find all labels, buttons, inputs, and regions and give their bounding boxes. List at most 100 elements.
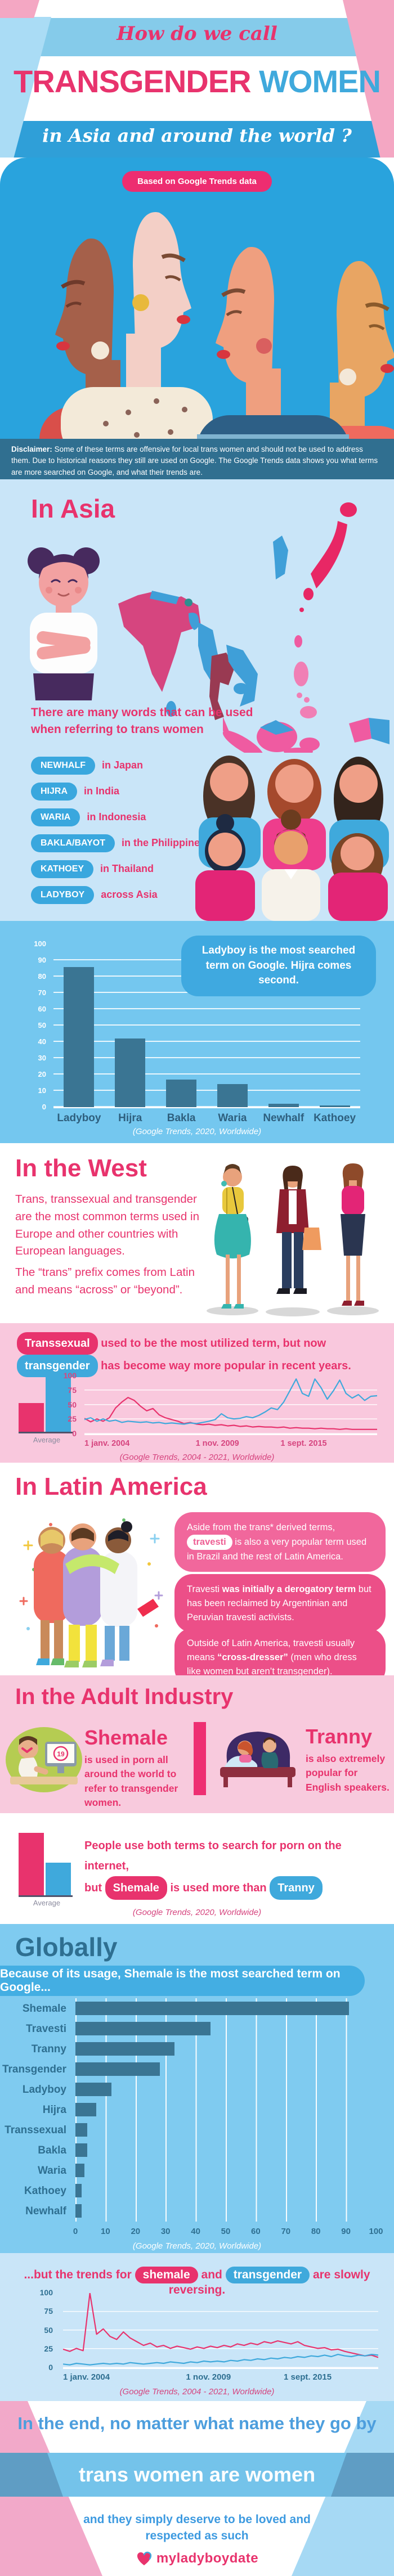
term-row-hijra: HIJRA in India <box>31 782 205 801</box>
term-pill: HIJRA <box>31 782 78 801</box>
x-tick: 60 <box>251 2227 261 2236</box>
reversing-x-axis: 1 janv. 2004 1 nov. 2009 1 sept. 2015 <box>63 2372 378 2384</box>
outro-message-3: and they simply deserve to be loved and … <box>83 2513 311 2543</box>
west-paragraph-1: Trans, transsexual and transgender are t… <box>15 1193 199 1258</box>
y-tick: 90 <box>38 956 46 964</box>
hero-section: Based on Google Trends data <box>0 158 394 439</box>
category-label: Ladyboy <box>57 1112 101 1124</box>
x-tick: 20 <box>131 2227 141 2236</box>
x-tick: 10 <box>101 2227 110 2236</box>
west-average-bars <box>19 1375 73 1433</box>
map-java <box>284 748 313 753</box>
map-bangladesh <box>189 613 199 630</box>
term-pill: KATHOEY <box>31 860 94 878</box>
asia-chart-y-axis: 0 10 20 30 40 50 60 70 80 90 100 <box>27 939 50 1111</box>
line-transgender <box>62 2353 379 2366</box>
category-label: Transsexual <box>5 2124 66 2136</box>
bar-waria <box>217 1084 248 1107</box>
travesti-white-pill: travesti <box>187 1534 232 1550</box>
tranny-heading: Tranny <box>306 1725 373 1748</box>
x-tick: 90 <box>341 2227 351 2236</box>
category-label: Shemale <box>22 2003 66 2015</box>
bar-ladyboy <box>64 966 95 1107</box>
bar-kathoey <box>75 2184 82 2197</box>
source-badge: Based on Google Trends data <box>0 171 394 192</box>
globally-title: Globally <box>15 1932 118 1962</box>
shemale-pill-small: shemale <box>135 2267 198 2283</box>
bar-bakla <box>75 2143 88 2157</box>
y-tick: 100 <box>34 939 46 948</box>
term-pill: NEWHALF <box>31 756 95 775</box>
adult-section: In the Adult Industry 19 Shemale is used… <box>0 1675 394 1813</box>
x-tick: 40 <box>191 2227 200 2236</box>
x-tick: 100 <box>369 2227 383 2236</box>
category-label: Newhalf <box>25 2205 66 2217</box>
map-srilanka <box>166 701 176 717</box>
adult-average-section: Average People use both terms to search … <box>0 1813 394 1924</box>
asia-women-group-illustration <box>195 756 389 921</box>
asia-terms-list: NEWHALF in Japan HIJRA in India WARIA in… <box>31 756 205 911</box>
x-tick: 1 nov. 2009 <box>195 1439 239 1448</box>
shemale-heading: Shemale <box>84 1726 168 1749</box>
disclaimer-section: Disclaimer: Some of these terms are offe… <box>0 439 394 479</box>
term-row-kathoey: KATHOEY in Thailand <box>31 860 205 878</box>
shemale-text: is used in porn all around the world to … <box>84 1754 178 1809</box>
bar-shemale <box>75 2002 349 2015</box>
map-sumatra <box>222 730 264 753</box>
adult-summary-text: People use both terms to search for porn… <box>84 1836 386 1900</box>
map-borneo-north <box>260 720 294 735</box>
line-transsexual <box>84 1396 377 1430</box>
average-bar-transsexual <box>19 1403 44 1432</box>
y-tick: 80 <box>38 972 46 981</box>
x-tick: 50 <box>221 2227 231 2236</box>
x-tick: 80 <box>311 2227 321 2236</box>
bar-kathoey <box>319 1105 350 1107</box>
asia-section-title: In Asia <box>31 494 115 523</box>
category-label: Bakla <box>167 1112 196 1124</box>
header-band-lightblue <box>0 18 394 56</box>
west-line-y-axis: 0 25 50 75 100 <box>60 1371 81 1438</box>
x-tick: 1 nov. 2009 <box>186 2372 231 2382</box>
x-tick: 0 <box>73 2227 78 2236</box>
line-shemale <box>62 2292 379 2358</box>
reversing-section: ...but the trends for shemale and transg… <box>0 2253 394 2401</box>
outro-message-2: trans women are women <box>78 2463 316 2486</box>
asia-intro-text: There are many words that can be used wh… <box>31 706 253 736</box>
adult-average-label: Average <box>33 1899 61 1907</box>
map-luzon <box>294 662 308 686</box>
map-mindanao <box>300 706 317 718</box>
y-tick: 70 <box>38 988 46 997</box>
map-india <box>118 591 201 692</box>
x-tick: 70 <box>281 2227 291 2236</box>
y-tick: 30 <box>38 1054 46 1062</box>
term-pill: BAKLA/BAYOT <box>31 834 115 852</box>
asia-chart-section: 0 10 20 30 40 50 60 70 80 90 100 Ladyboy Hijra Bakla… <box>0 921 394 1143</box>
bar-ladyboy <box>75 2083 112 2096</box>
disclaimer-label: Disclaimer: <box>11 445 52 453</box>
header-band-white <box>0 56 394 121</box>
bar-hijra <box>75 2103 97 2116</box>
category-label: Bakla <box>38 2145 66 2156</box>
brand-logo-text: myladyboydate <box>156 2551 259 2566</box>
west-women-illustration <box>207 1163 379 1316</box>
west-trends-sentence: Transsexual used to be the most utilized… <box>17 1332 383 1377</box>
category-label: Newhalf <box>263 1112 305 1124</box>
transgender-pill: transgender <box>17 1355 98 1377</box>
west-line-caption: (Google Trends, 2004 - 2021, Worldwide) <box>119 1453 275 1462</box>
x-tick: 30 <box>160 2227 171 2236</box>
category-label: Tranny <box>31 2043 66 2055</box>
y-tick: 100 <box>39 2288 53 2297</box>
y-tick: 0 <box>42 1103 46 1111</box>
map-sulawesi <box>299 738 320 751</box>
x-tick: 1 sept. 2015 <box>284 2372 332 2382</box>
brand-logo[interactable]: myladyboydate <box>0 2551 394 2566</box>
west-line-chart <box>84 1376 378 1435</box>
globally-bar-chart <box>75 1998 376 2222</box>
y-tick: 50 <box>68 1400 77 1409</box>
west-average-label: Average <box>33 1436 61 1444</box>
y-tick: 20 <box>38 1070 46 1078</box>
west-trends-section: Transsexual used to be the most utilized… <box>0 1323 394 1463</box>
latam-bubble-travesti: Aside from the trans* derived terms, tra… <box>174 1512 386 1572</box>
bar-waria <box>75 2164 85 2177</box>
